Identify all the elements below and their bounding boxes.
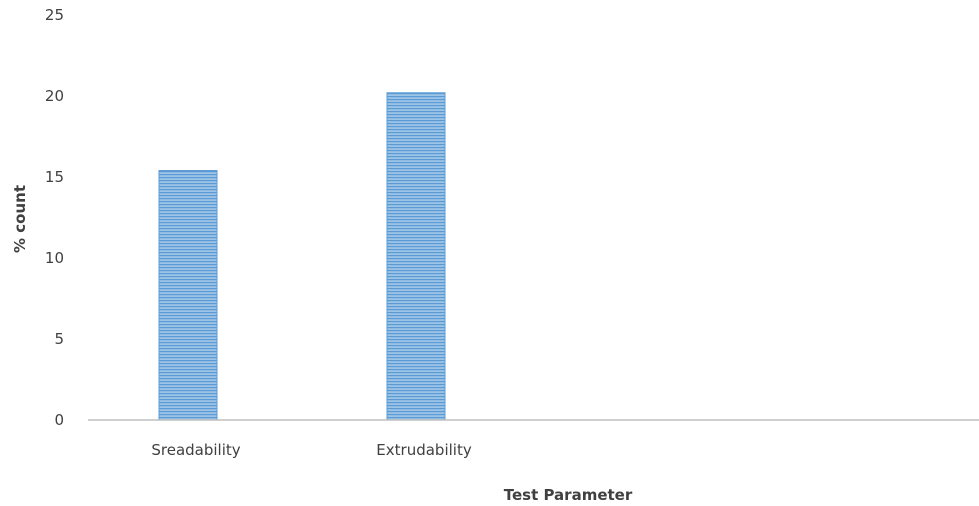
bar bbox=[386, 92, 446, 421]
bar bbox=[158, 170, 218, 421]
x-category-label: Sreadability bbox=[151, 441, 240, 459]
x-axis-title: Test Parameter bbox=[504, 486, 633, 504]
y-tick-label: 0 bbox=[54, 411, 64, 429]
y-axis-title: % count bbox=[11, 185, 29, 253]
y-tick-label: 20 bbox=[45, 87, 64, 105]
y-tick-label: 25 bbox=[45, 6, 64, 24]
x-category-label: Extrudability bbox=[376, 441, 472, 459]
y-tick-label: 5 bbox=[54, 330, 64, 348]
y-tick-label: 15 bbox=[45, 168, 64, 186]
x-axis-categories: Sreadability Extrudability bbox=[151, 441, 471, 459]
y-axis-ticks: 0 5 10 15 20 25 bbox=[45, 6, 64, 429]
bars-group bbox=[158, 92, 446, 421]
y-tick-label: 10 bbox=[45, 249, 64, 267]
